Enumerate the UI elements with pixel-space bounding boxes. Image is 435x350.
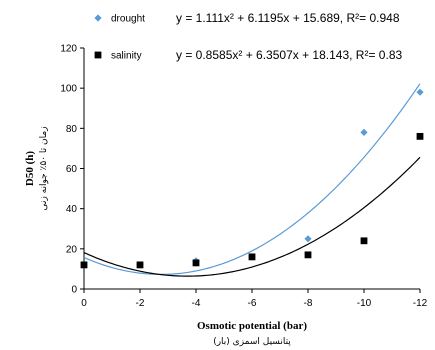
x-tick-label: -2 xyxy=(136,298,145,309)
y-axis-subtitle: زمان تا ۵۰٪ جوانه زنی xyxy=(39,126,49,210)
y-tick-label: 60 xyxy=(66,164,78,175)
legend-label-salinity: salinity xyxy=(111,51,142,62)
y-tick-label: 0 xyxy=(71,285,77,296)
trend-lines xyxy=(83,83,421,277)
y-axis-title: D50 (h) xyxy=(24,151,36,186)
x-tick-label: -6 xyxy=(248,298,257,309)
point-salinity xyxy=(80,261,88,269)
y-tick-label: 40 xyxy=(66,204,78,215)
trendline-equation-drought: y = 1.111x² + 6.1195x + 15.689, R²= 0.94… xyxy=(176,11,400,25)
trendline-equation-salinity: y = 0.8585x² + 6.3507x + 18.143, R²= 0.8… xyxy=(176,48,402,62)
x-tick-label: -12 xyxy=(413,298,428,309)
point-salinity xyxy=(192,259,200,267)
point-salinity xyxy=(136,261,144,269)
point-drought xyxy=(416,88,424,96)
x-tick-label: -8 xyxy=(304,298,313,309)
data-points xyxy=(80,88,424,269)
axes: 0 20 40 60 80 100 120 0 -2 -4 -6 -8 -10 -12 xyxy=(60,44,427,310)
x-tick-label: 0 xyxy=(81,298,87,309)
legend-marker-salinity xyxy=(94,51,102,59)
point-salinity xyxy=(304,251,312,259)
y-tick-label: 120 xyxy=(60,44,77,55)
point-salinity xyxy=(360,237,368,245)
legend-label-drought: drought xyxy=(111,14,145,25)
point-salinity xyxy=(416,132,424,140)
x-tick-label: -10 xyxy=(357,298,372,309)
x-tick-label: -4 xyxy=(192,298,201,309)
legend-marker-drought xyxy=(94,14,102,22)
point-drought xyxy=(360,128,368,136)
x-axis-title: Osmotic potential (bar) xyxy=(197,320,307,332)
point-salinity xyxy=(248,253,256,261)
y-tick-label: 100 xyxy=(60,84,77,95)
trend-line-salinity xyxy=(83,156,421,277)
x-axis-subtitle: پتانسیل اسمزی (بار) xyxy=(213,337,291,347)
trend-line-drought xyxy=(83,83,421,276)
point-drought xyxy=(304,235,312,243)
y-tick-label: 80 xyxy=(66,124,78,135)
y-tick-label: 20 xyxy=(66,244,78,255)
legend: drought y = 1.111x² + 6.1195x + 15.689, R… xyxy=(94,11,402,62)
